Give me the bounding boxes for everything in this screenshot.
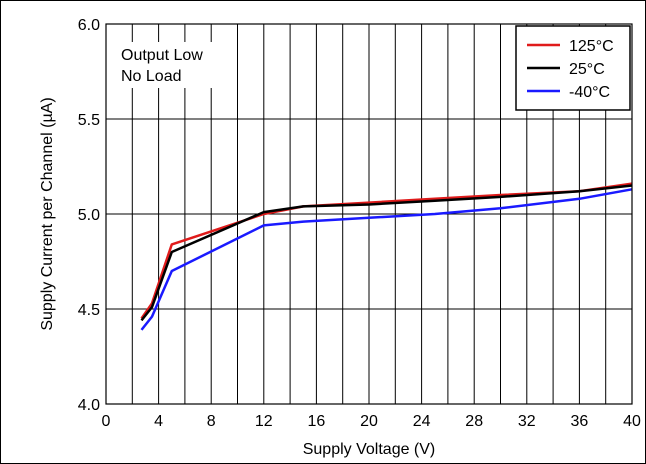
- plot-border: [105, 23, 633, 405]
- x-tick-label: 32: [518, 413, 536, 430]
- annotation-line-1: Output Low: [121, 47, 203, 64]
- x-tick-label: 0: [102, 413, 111, 430]
- y-tick-labels: 4.0 4.5 5.0 5.5 6.0: [78, 17, 100, 414]
- y-tick-label: 4.0: [78, 397, 100, 414]
- y-tick-label: 6.0: [78, 17, 100, 34]
- x-tick-labels: 0 4 8 12 16 20 24 28 32 36 40: [102, 413, 641, 430]
- y-tick-label: 4.5: [78, 302, 100, 319]
- y-tick-label: 5.0: [78, 207, 100, 224]
- legend: 125°C 25°C -40°C: [515, 25, 631, 111]
- series-layer: [140, 182, 633, 331]
- x-tick-label: 8: [207, 413, 216, 430]
- legend-label: 125°C: [569, 38, 614, 55]
- x-tick-label: 12: [255, 413, 273, 430]
- legend-label: 25°C: [569, 61, 605, 78]
- x-tick-label: 24: [413, 413, 431, 430]
- annotation-box: Output Low No Load: [114, 42, 212, 88]
- series-line-2: [140, 188, 633, 331]
- x-tick-label: 28: [465, 413, 483, 430]
- x-tick-label: 36: [571, 413, 589, 430]
- y-axis-label: Supply Current per Channel (µA): [39, 97, 56, 330]
- series-line-1: [140, 184, 633, 322]
- x-tick-label: 40: [623, 413, 641, 430]
- x-tick-label: 16: [308, 413, 326, 430]
- y-tick-label: 5.5: [78, 112, 100, 129]
- legend-label: -40°C: [569, 84, 610, 101]
- x-axis-label: Supply Voltage (V): [303, 441, 436, 458]
- annotation-line-2: No Load: [121, 68, 182, 85]
- x-tick-label: 20: [360, 413, 378, 430]
- x-tick-label: 4: [154, 413, 163, 430]
